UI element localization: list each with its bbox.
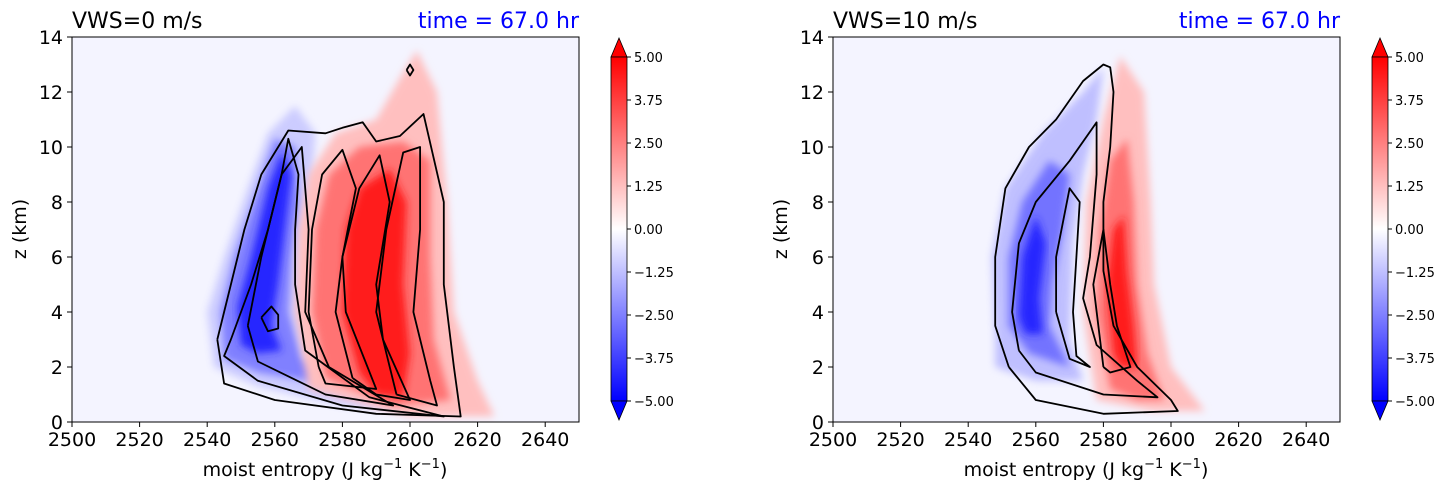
y-tick-label: 0 <box>51 412 63 434</box>
contour-line <box>260 305 280 333</box>
colorbar: −5.00 −3.75 −2.50 −1.25 0.00 1.25 2.50 3.75 5.00 <box>610 36 674 422</box>
y-tick-label: 2 <box>812 357 824 379</box>
y-tick-label: 12 <box>39 82 63 104</box>
y-tick-label: 8 <box>51 192 63 214</box>
contour-line <box>1092 228 1132 374</box>
y-tick-label: 10 <box>800 137 824 159</box>
colorbar-tick-label: 1.25 <box>634 180 663 195</box>
colorbar-tick-label: 5.00 <box>634 51 663 66</box>
y-tick-label: 6 <box>51 247 63 269</box>
colorbar-tick-label: −5.00 <box>634 395 674 410</box>
contour-line <box>994 63 1179 415</box>
y-tick-label: 8 <box>812 192 824 214</box>
panel-vws-10: VWS=10 m/s time = 67.0 hr 2500 2520 2540 25… <box>770 9 1435 481</box>
y-tick-label: 4 <box>812 302 824 324</box>
x-tick-label: 2640 <box>1282 429 1330 451</box>
colorbar-tick-label: 2.50 <box>634 137 663 152</box>
contour-line <box>1011 121 1159 399</box>
colorbar-tick-label: 3.75 <box>634 94 663 109</box>
contour-line <box>307 148 378 390</box>
x-tick-label: 2540 <box>944 429 992 451</box>
y-tick-label: 2 <box>51 357 63 379</box>
y-axis: 0 2 4 6 8 10 12 14 <box>39 27 72 434</box>
y-axis-label: z (km) <box>770 199 792 259</box>
colorbar-extend-bottom <box>1371 400 1389 422</box>
y-tick-label: 10 <box>39 137 63 159</box>
panel-time-label: time = 67.0 hr <box>418 9 580 34</box>
colorbar-tick-label: 1.25 <box>1395 180 1424 195</box>
x-tick-label: 2600 <box>386 429 434 451</box>
filled-contours <box>207 50 495 417</box>
contour-line <box>246 146 395 407</box>
panel-title: VWS=10 m/s <box>833 9 978 34</box>
x-axis: 2500 2520 2540 2560 2580 2600 2620 2640 <box>809 422 1330 451</box>
contour-lines <box>216 63 462 418</box>
filled-region-neg <box>237 152 292 354</box>
contour-line <box>1055 187 1091 368</box>
x-tick-label: 2640 <box>521 429 569 451</box>
colorbar-extend-bottom <box>610 400 628 422</box>
filled-region-neg <box>1018 215 1046 334</box>
colorbar-tick-label: −2.50 <box>1395 309 1435 324</box>
x-tick-label: 2500 <box>48 429 96 451</box>
contour-line <box>334 154 411 401</box>
contour-line <box>405 63 415 77</box>
y-tick-label: 12 <box>800 82 824 104</box>
filled-region-pos <box>1106 215 1138 367</box>
y-tick-label: 14 <box>39 27 63 49</box>
panel-title: VWS=0 m/s <box>72 9 203 34</box>
x-axis-label: moist entropy (J kg−1 K−1) <box>203 457 448 481</box>
x-axis: 2500 2520 2540 2560 2580 2600 2620 2640 <box>48 422 569 451</box>
x-tick-label: 2620 <box>453 429 501 451</box>
colorbar-tick-label: −1.25 <box>1395 266 1435 281</box>
colorbar-tick-label: −1.25 <box>634 266 674 281</box>
x-tick-label: 2520 <box>115 429 163 451</box>
x-tick-label: 2540 <box>183 429 231 451</box>
colorbar-extend-top <box>1371 36 1389 58</box>
y-tick-label: 4 <box>51 302 63 324</box>
contour-lines <box>994 63 1179 415</box>
x-tick-label: 2580 <box>1079 429 1127 451</box>
x-axis-label: moist entropy (J kg−1 K−1) <box>964 457 1209 481</box>
plot-frame <box>71 36 580 423</box>
y-axis: 0 2 4 6 8 10 12 14 <box>800 27 833 434</box>
colorbar-tick-label: 5.00 <box>1395 51 1424 66</box>
colorbar-tick-label: 0.00 <box>1395 223 1424 238</box>
y-axis-label: z (km) <box>9 199 31 259</box>
x-tick-label: 2620 <box>1214 429 1262 451</box>
colorbar-gradient <box>1371 56 1389 402</box>
colorbar-tick-label: 3.75 <box>1395 94 1424 109</box>
y-tick-label: 14 <box>800 27 824 49</box>
colorbar-tick-label: −3.75 <box>1395 352 1435 367</box>
colorbar-tick-label: −5.00 <box>1395 395 1435 410</box>
x-tick-label: 2600 <box>1147 429 1195 451</box>
colorbar-gradient <box>610 56 628 402</box>
contour-line <box>375 146 438 407</box>
x-tick-label: 2560 <box>251 429 299 451</box>
y-tick-label: 6 <box>812 247 824 269</box>
panel-time-label: time = 67.0 hr <box>1179 9 1341 34</box>
panel-vws-0: VWS=0 m/s time = 67.0 hr 2500 2520 2540 256… <box>9 9 674 481</box>
colorbar-tick-label: 2.50 <box>1395 137 1424 152</box>
colorbar-tick-label: −2.50 <box>634 309 674 324</box>
colorbar: −5.00 −3.75 −2.50 −1.25 0.00 1.25 2.50 3.75 5.00 <box>1371 36 1435 422</box>
contour-line <box>216 113 462 418</box>
x-tick-label: 2580 <box>318 429 366 451</box>
colorbar-tick-label: 0.00 <box>634 223 663 238</box>
plot-frame <box>832 36 1341 423</box>
y-tick-label: 0 <box>812 412 824 434</box>
x-tick-label: 2560 <box>1012 429 1060 451</box>
x-tick-label: 2500 <box>809 429 857 451</box>
colorbar-extend-top <box>610 36 628 58</box>
x-tick-label: 2520 <box>876 429 924 451</box>
colorbar-tick-label: −3.75 <box>634 352 674 367</box>
